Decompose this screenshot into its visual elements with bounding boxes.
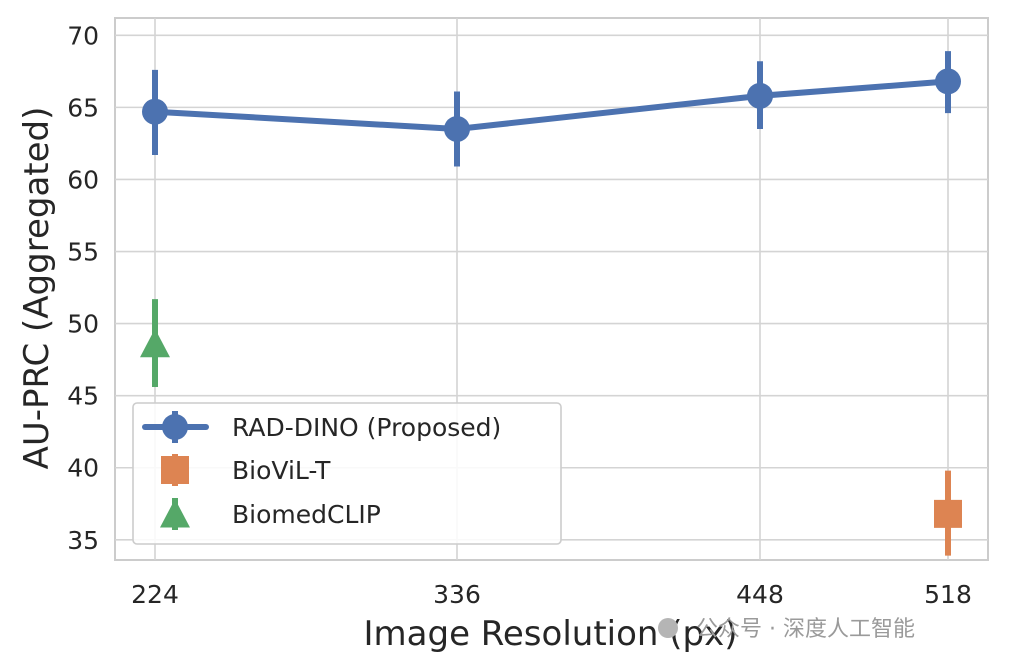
series — [140, 299, 170, 388]
data-point — [142, 98, 168, 125]
legend-label: RAD-DINO (Proposed) — [232, 413, 501, 442]
y-tick-label: 35 — [67, 526, 99, 555]
series — [142, 51, 961, 167]
series — [934, 470, 962, 556]
data-point — [935, 68, 961, 95]
data-point — [747, 82, 773, 109]
x-tick-label: 518 — [924, 580, 972, 609]
data-point — [444, 115, 470, 142]
y-tick-label: 60 — [67, 165, 99, 194]
y-tick-label: 45 — [67, 382, 99, 411]
legend-item: BiomedCLIP — [160, 498, 381, 530]
legend-box — [132, 402, 562, 545]
series-layer — [140, 51, 962, 556]
watermark: 公众号 · 深度人工智能 — [658, 617, 915, 642]
legend-item: BioViL-T — [161, 454, 331, 486]
y-tick-label: 40 — [67, 454, 99, 483]
x-tick-label: 336 — [433, 580, 481, 609]
data-point — [161, 456, 189, 484]
x-tick-label: 448 — [736, 580, 784, 609]
legend-label: BioViL-T — [232, 456, 331, 485]
y-tick-label: 50 — [67, 310, 99, 339]
x-tick-label: 224 — [131, 580, 179, 609]
series-line — [152, 78, 951, 132]
y-tick-label: 55 — [67, 238, 99, 267]
legend: RAD-DINO (Proposed) BioViL-T BiomedCLIP — [132, 402, 562, 545]
watermark-text: 公众号 · 深度人工智能 — [696, 617, 915, 642]
wechat-icon — [658, 618, 678, 638]
data-point — [934, 499, 962, 528]
tick-labels: 35 40 45 50 55 60 65 70 224 336 448 518 — [67, 21, 972, 609]
y-axis-title: AU-PRC (Aggregated) — [17, 107, 57, 470]
x-axis-title: Image Resolution (px) — [364, 614, 738, 654]
legend-label: BiomedCLIP — [232, 500, 381, 529]
data-point — [140, 328, 170, 358]
y-tick-label: 65 — [67, 93, 99, 122]
legend-item: RAD-DINO (Proposed) — [142, 411, 501, 443]
data-point — [162, 414, 188, 440]
data-point — [160, 499, 190, 528]
y-tick-label: 70 — [67, 21, 99, 50]
